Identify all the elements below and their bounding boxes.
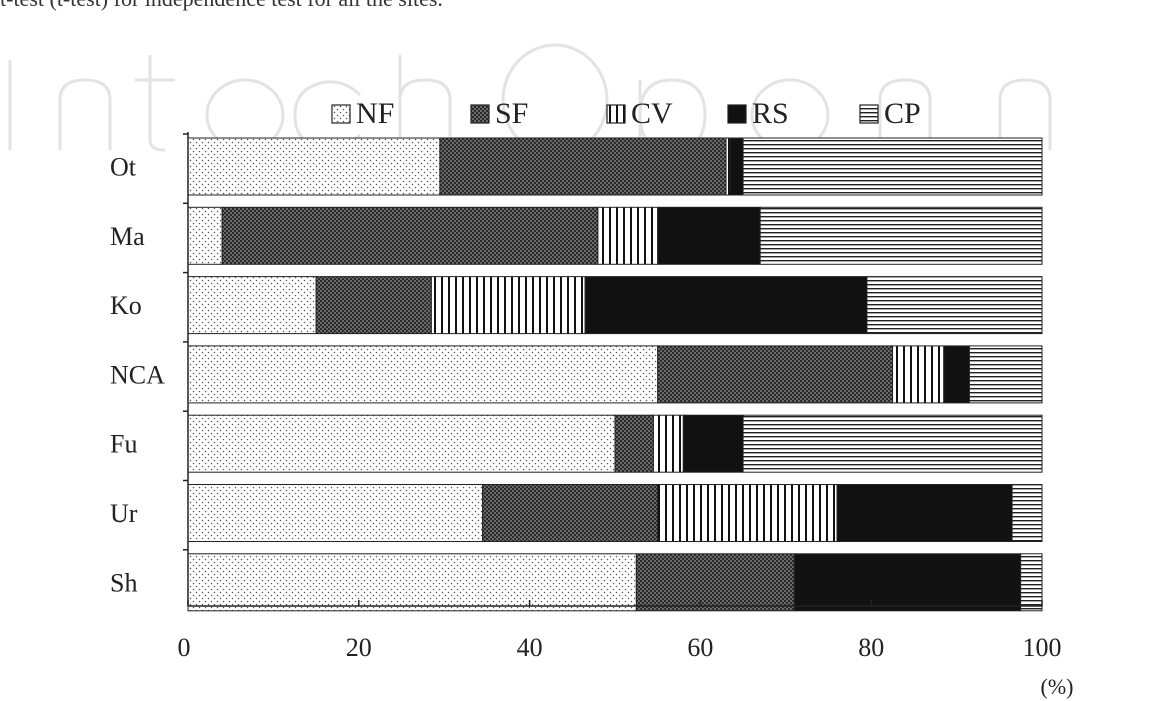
x-axis-unit-label: (%): [1041, 674, 1074, 699]
legend-label-cp: CP: [884, 97, 921, 130]
bar-sh-cp: [1020, 553, 1043, 612]
bar-ma-cv: [597, 206, 659, 265]
bars-group: [187, 137, 1043, 612]
x-tick-label-100: 100: [1023, 633, 1062, 662]
y-tick-label-ot: Ot: [110, 153, 137, 182]
x-tick-label-40: 40: [517, 633, 543, 662]
bar-ko-nf: [187, 276, 317, 335]
legend-item-nf: NF: [331, 97, 394, 130]
bar-ot-cp: [742, 137, 1043, 196]
bar-nca-nf: [187, 345, 659, 404]
bar-ma-rs: [657, 206, 761, 265]
legend-swatch-cv: [606, 104, 626, 124]
bar-ot-nf: [187, 137, 441, 196]
y-tick-label-sh: Sh: [110, 568, 137, 597]
bar-nca-cp: [968, 345, 1043, 404]
bar-fu-sf: [614, 414, 654, 473]
legend-label-rs: RS: [752, 97, 789, 130]
y-tick-label-nca: NCA: [110, 360, 165, 389]
bar-fu-cp: [742, 414, 1043, 473]
legend-swatch-rs: [727, 104, 747, 124]
y-tick-label-ma: Ma: [110, 222, 145, 251]
bar-ur-cp: [1011, 484, 1043, 542]
bar-row-ma: [187, 206, 1043, 265]
y-tick-label-ur: Ur: [110, 499, 138, 528]
legend-swatch-nf: [331, 104, 351, 124]
bar-sh-rs: [793, 553, 1022, 612]
bar-sh-nf: [187, 553, 637, 612]
x-tick-label-0: 0: [178, 633, 191, 662]
bar-sh-sf: [635, 553, 795, 612]
y-tick-label-fu: Fu: [110, 430, 137, 459]
bar-ko-cp: [866, 276, 1043, 335]
bar-ot-rs: [729, 137, 744, 196]
bar-row-fu: [187, 414, 1043, 473]
bar-ko-cv: [430, 276, 586, 335]
bar-row-ot: [187, 137, 1043, 196]
bar-row-ur: [187, 484, 1043, 542]
bar-nca-sf: [657, 345, 894, 404]
legend-item-rs: RS: [727, 97, 789, 130]
bar-row-nca: [187, 345, 1043, 404]
bar-fu-cv: [652, 414, 684, 473]
bar-ur-cv: [657, 484, 838, 542]
bar-ur-rs: [836, 484, 1013, 542]
bar-ko-rs: [584, 276, 868, 335]
x-tick-label-80: 80: [858, 633, 884, 662]
bar-fu-rs: [682, 414, 744, 473]
top-caption-text: t-test (t-test) for independence test fo…: [0, 0, 443, 12]
bar-ma-sf: [221, 206, 599, 265]
bar-ko-sf: [315, 276, 432, 335]
axes-group: Ot Ma Ko NCA Fu Ur Sh 0 20 40 60 80 100 (%): [110, 132, 1073, 699]
bar-ot-cv: [725, 137, 731, 196]
chart-legend: NF SF CV RS CP: [331, 97, 921, 130]
bar-fu-nf: [187, 414, 616, 473]
legend-label-cv: CV: [631, 97, 673, 130]
x-tick-label-20: 20: [346, 633, 372, 662]
bar-ur-nf: [187, 484, 484, 542]
legend-item-cp: CP: [859, 97, 921, 130]
bar-ma-cp: [759, 206, 1043, 265]
bar-ma-nf: [187, 206, 223, 265]
legend-swatch-sf: [470, 104, 490, 124]
bar-row-ko: [187, 276, 1043, 335]
bar-nca-rs: [943, 345, 970, 404]
bar-ur-sf: [482, 484, 659, 542]
legend-swatch-cp: [859, 104, 879, 124]
x-tick-label-60: 60: [687, 633, 713, 662]
legend-label-sf: SF: [495, 97, 528, 130]
bar-row-sh: [187, 553, 1043, 612]
legend-label-nf: NF: [356, 97, 394, 130]
legend-item-cv: CV: [606, 97, 673, 130]
y-tick-label-ko: Ko: [110, 291, 142, 320]
legend-item-sf: SF: [470, 97, 528, 130]
bar-ot-sf: [439, 137, 727, 196]
bar-nca-cv: [892, 345, 945, 404]
